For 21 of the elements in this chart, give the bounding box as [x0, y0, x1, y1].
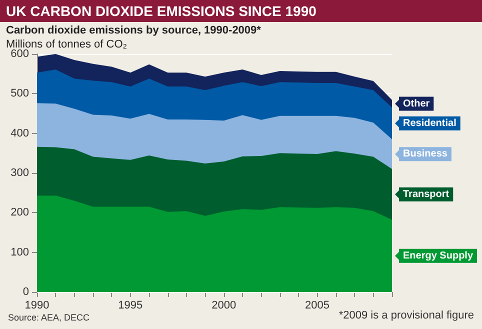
- y-tick-label: 200: [10, 206, 29, 219]
- legend-label: Energy Supply: [403, 250, 474, 262]
- x-tick-label: 1995: [118, 300, 143, 312]
- y-tick-label: 400: [10, 127, 29, 140]
- legend-label: Transport: [403, 188, 450, 200]
- y-tick-label: 500: [10, 88, 29, 100]
- x-tick-label: 1990: [24, 300, 50, 312]
- legend-label: Business: [403, 148, 448, 160]
- y-tick-label: 300: [10, 167, 29, 179]
- y-tick-label: 0: [22, 286, 29, 298]
- source-note: Source: AEA, DECC: [8, 312, 90, 322]
- legend-label: Residential: [403, 118, 457, 129]
- y-axis-title: Millions of tonnes of CO₂: [6, 38, 128, 50]
- y-tick-label: 600: [10, 48, 29, 60]
- x-tick-label: 2005: [305, 300, 330, 312]
- x-tick-label: 2000: [212, 300, 236, 312]
- y-tick-label: 100: [10, 246, 29, 258]
- chart-subtitle: Carbon dioxide emissions by source, 1990-2009*: [6, 24, 262, 36]
- text: *2009 is a provisional figure: [338, 310, 474, 322]
- chart-title: UK CARBON DIOXIDE EMISSIONS SINCE 1990: [6, 3, 317, 19]
- legend-label: Other: [403, 98, 430, 110]
